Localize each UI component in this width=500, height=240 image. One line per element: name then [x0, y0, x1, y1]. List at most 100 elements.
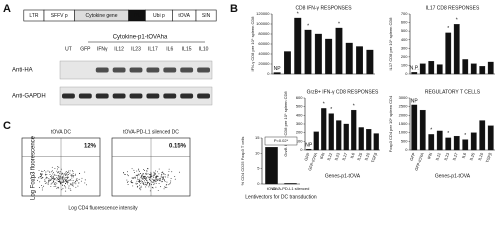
- flow-dot: [50, 176, 52, 177]
- chart-title: GrzB+ IFN-γ CD8 RESPONSES: [307, 89, 379, 95]
- flow-dot: [157, 178, 159, 180]
- flow-dot: [48, 179, 50, 181]
- flow-dot: [170, 180, 172, 182]
- bar: [445, 32, 452, 75]
- flow-dot: [67, 180, 69, 182]
- annotation: *: [338, 21, 340, 27]
- annotation: *: [307, 23, 309, 29]
- flow-dot: [42, 177, 44, 178]
- flow-dot: [62, 176, 64, 177]
- flow-dot: [126, 171, 128, 173]
- flow-dot: [158, 173, 160, 175]
- flow-dot: [64, 186, 66, 188]
- flow-dot: [158, 179, 160, 181]
- flow-dot: [46, 176, 48, 178]
- flow-dot: [68, 185, 70, 187]
- flow-dot: [69, 188, 71, 190]
- flow-dot: [49, 179, 51, 181]
- flow-dot: [39, 181, 41, 183]
- flow-dot: [167, 176, 169, 178]
- flow-dot: [67, 176, 69, 178]
- x-tick-label: IL17: [341, 151, 349, 161]
- bar: [462, 59, 469, 75]
- flow-dot: [64, 183, 66, 185]
- flow-dot: [72, 183, 74, 185]
- flow-dot: [164, 180, 166, 182]
- flow-dot: [157, 180, 158, 182]
- y-tick-label: 2500: [399, 104, 409, 109]
- flow-dot: [126, 179, 128, 181]
- bar: [453, 24, 460, 75]
- flow-dot: [155, 170, 156, 172]
- flow-dot: [162, 178, 164, 180]
- flow-dot: [31, 165, 33, 167]
- flow-dot: [65, 176, 67, 178]
- flow-dot: [65, 174, 66, 176]
- construct-label: Ubi p: [153, 13, 165, 19]
- flow-dot: [64, 179, 66, 181]
- flow-dot: [150, 171, 152, 173]
- flow-dot: [60, 183, 61, 185]
- flow-dot: [140, 177, 142, 179]
- lane-label: IL10: [199, 46, 209, 52]
- flow-dot: [157, 189, 159, 191]
- bar: [411, 104, 418, 151]
- flow-dot: [148, 184, 150, 186]
- flow-dot: [44, 183, 46, 185]
- flow-dot: [51, 170, 53, 172]
- bar: [428, 134, 435, 151]
- flow-dot: [133, 177, 135, 179]
- flow-dot: [138, 180, 140, 182]
- y-tick-label: 200: [401, 54, 408, 59]
- flow-dot: [63, 174, 65, 176]
- y-axis-label: IFN-γ CD8 per 10⁵ spleen CD8: [250, 16, 255, 72]
- flow-dot: [75, 179, 77, 181]
- flow-dot: [72, 175, 74, 177]
- flow-dot: [151, 176, 153, 178]
- flow-dot: [145, 172, 147, 174]
- figure: A B C Cytokine-p1-tOVAha Log Foxp3 fluor…: [3, 2, 495, 212]
- panel-letter: C: [3, 120, 11, 132]
- flow-dot: [45, 171, 47, 173]
- flow-dot: [151, 181, 153, 183]
- flow-dot: [62, 177, 64, 179]
- flow-dot: [65, 190, 67, 192]
- flow-dot: [54, 174, 56, 176]
- flow-dot: [167, 175, 169, 177]
- flow-dot: [153, 180, 155, 181]
- flow-dot: [55, 184, 57, 186]
- bar: [336, 120, 342, 151]
- flow-dot: [51, 166, 53, 168]
- flow-dot: [68, 187, 70, 189]
- flow-dot: [72, 171, 74, 173]
- flow-dot: [158, 183, 160, 185]
- flow-dot: [134, 177, 136, 179]
- flow-dot: [159, 180, 161, 182]
- flow-dot: [69, 179, 70, 181]
- annotation: NP: [274, 66, 282, 72]
- flow-dot: [155, 178, 157, 180]
- flow-dot: [53, 179, 55, 180]
- annotation: *: [447, 131, 449, 137]
- y-tick-label: 500: [401, 138, 408, 143]
- flow-dot: [56, 177, 58, 179]
- bar: [284, 183, 297, 185]
- flow-dot: [164, 186, 166, 188]
- flow-dot: [61, 184, 63, 186]
- flow-dot: [54, 182, 56, 184]
- annotation: *: [430, 128, 432, 134]
- flow-dot: [151, 181, 153, 183]
- flow-dot: [160, 176, 162, 178]
- flow-dot: [43, 185, 45, 187]
- y-tick-label: 1500: [399, 121, 409, 126]
- flow-dot: [50, 186, 52, 187]
- lane-label: IFNγ: [97, 46, 108, 52]
- blot-band: [112, 93, 126, 99]
- y-tick-label: 80000: [258, 31, 270, 36]
- flow-dot: [53, 177, 55, 179]
- flow-dot: [71, 176, 73, 177]
- flow-dot: [178, 171, 180, 173]
- flow-dot: [155, 173, 156, 175]
- flow-dot: [156, 176, 158, 178]
- flow-dot: [71, 177, 73, 179]
